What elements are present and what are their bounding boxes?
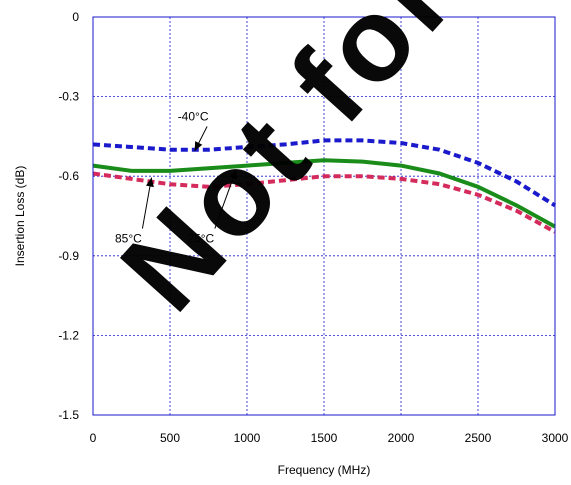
annotation-arrow-head — [194, 141, 203, 151]
y-tick-label: -0.6 — [58, 169, 79, 183]
annotation-arrow-head — [146, 177, 154, 188]
x-axis-title: Frequency (MHz) — [278, 463, 371, 477]
annotation-label: 85°C — [115, 232, 142, 246]
tick-labels: 0 500 1000 1500 2000 2500 3000 0 -0.3 -0.6 -0.9 -1.… — [58, 10, 568, 445]
y-tick-label: 0 — [72, 10, 79, 24]
watermark-text: Not for new designs — [96, 0, 571, 335]
series-lines — [92, 138, 557, 234]
y-tick-label: -0.9 — [58, 249, 79, 263]
annotation-arrow-head — [229, 169, 237, 180]
x-tick-label: 500 — [160, 431, 180, 445]
x-tick-label: 1500 — [311, 431, 338, 445]
plot-frame — [92, 16, 556, 416]
y-tick-label: -1.2 — [58, 328, 79, 342]
y-tick-label: -0.3 — [58, 90, 79, 104]
series-line-0 — [92, 138, 557, 208]
series-line-2 — [92, 171, 556, 234]
x-tick-label: 3000 — [542, 431, 569, 445]
watermark: Not for new designs — [96, 0, 571, 335]
x-tick-label: 0 — [90, 431, 97, 445]
annotation-arrow-line — [214, 169, 237, 229]
y-tick-label: -1.5 — [58, 408, 79, 422]
annotation-label: -40°C — [178, 109, 209, 123]
annotation-label: 25°C — [187, 232, 214, 246]
annotations: -40°C 85°C 25°C — [115, 109, 237, 246]
x-tick-label: 1000 — [234, 431, 261, 445]
series-line-1 — [92, 158, 556, 229]
x-tick-label: 2500 — [465, 431, 492, 445]
y-axis-title: Insertion Loss (dB) — [13, 166, 27, 267]
x-tick-label: 2000 — [388, 431, 415, 445]
